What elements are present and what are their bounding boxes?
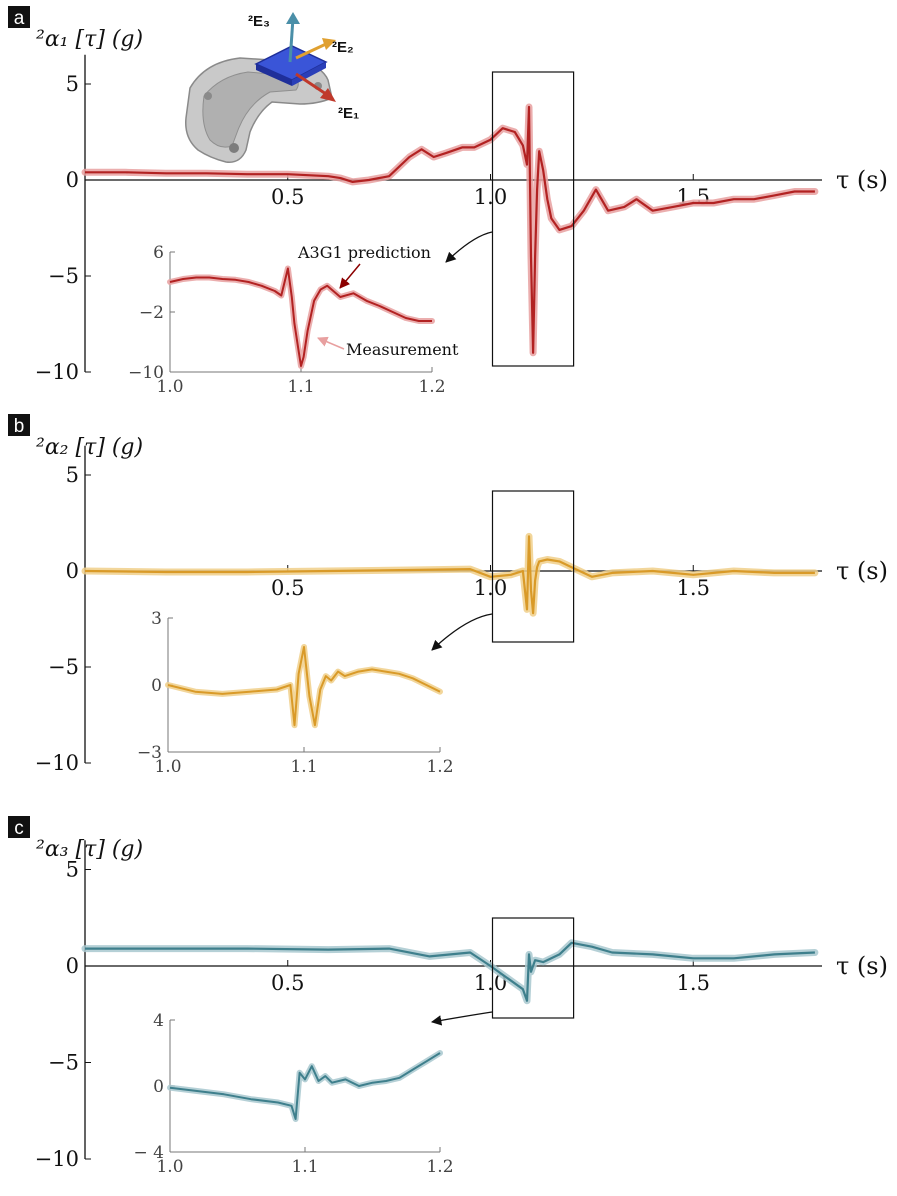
inset-y-tick-label: −2	[139, 303, 164, 323]
panel-letter-box	[8, 816, 30, 838]
y-axis-label: ²α₃ [τ] (g)	[36, 837, 143, 862]
inset-prediction-series	[167, 646, 441, 727]
panel-letter-box	[8, 6, 30, 28]
y-axis-label: ²α₂ [τ] (g)	[36, 435, 143, 460]
sensor-board-side	[292, 62, 326, 86]
y-tick-label: −5	[48, 264, 79, 288]
inset-x-tick-label: 1.2	[426, 1157, 453, 1177]
panel-letter: a	[14, 8, 25, 29]
inset-x-tick-label: 1.2	[418, 377, 445, 397]
prediction-series	[85, 941, 815, 1002]
mouthguard-hole	[204, 92, 212, 100]
x-tick-label: 1.0	[474, 185, 507, 209]
prediction-annotation-arrow	[339, 263, 361, 289]
vector-e1-label: ²E₁	[338, 105, 359, 122]
inset-y-tick-label: 0	[153, 1077, 164, 1097]
inset-y-tick-label: 3	[151, 609, 162, 629]
vector-e2-arrow	[295, 42, 327, 60]
y-axis-label: ²α₁ [τ] (g)	[36, 27, 143, 52]
zoom-box	[491, 71, 575, 367]
zoom-arrow	[431, 613, 493, 651]
inset-y-tick-label: 4	[153, 1011, 164, 1031]
vector-e1-arrow	[295, 72, 327, 96]
y-tick-label: −10	[35, 751, 79, 775]
vector-e3-arrowhead	[286, 12, 300, 24]
y-tick-label: 5	[66, 72, 79, 96]
measurement-series	[81, 532, 819, 617]
vector-e2-label: ²E₂	[332, 39, 354, 56]
panel-letter: b	[14, 416, 25, 437]
y-tick-label: 5	[66, 858, 79, 882]
zoom-box	[491, 917, 575, 1019]
mouthguard-inner	[202, 71, 299, 148]
prediction-series	[84, 535, 815, 615]
inset-prediction-series	[169, 1052, 441, 1120]
inset-y-tick-label: 6	[153, 243, 164, 263]
prediction-series	[85, 105, 815, 354]
zoom-arrow	[430, 1011, 493, 1026]
x-tick-label: 1.5	[677, 576, 710, 600]
inset-x-tick-label: 1.1	[290, 757, 317, 777]
inset-annotations: A3G1 prediction Measurement	[297, 243, 459, 359]
inset-x-tick-label: 1.1	[291, 1157, 318, 1177]
inset-y-tick-label: − 4	[134, 1143, 164, 1163]
panel-letter-box	[8, 414, 30, 436]
zoom-box	[491, 490, 575, 643]
y-tick-label: −10	[35, 360, 79, 384]
y-tick-label: 5	[66, 463, 79, 487]
y-tick-label: 0	[66, 168, 79, 192]
x-tick-label: 1.5	[677, 971, 710, 995]
inset-measurement-series	[165, 644, 443, 729]
vector-e3-label: ²E₃	[248, 13, 270, 30]
x-tick-label: 0.5	[271, 576, 304, 600]
panel-letter: c	[14, 818, 24, 839]
y-tick-label: −5	[48, 1051, 79, 1075]
sensor-device-illustration: ²E₃ ²E₂ ²E₁	[185, 12, 359, 163]
inset-y-tick-label: −10	[128, 363, 164, 383]
y-tick-label: 0	[66, 559, 79, 583]
mouthguard-hole	[229, 143, 239, 153]
prediction-annotation: A3G1 prediction	[297, 243, 431, 262]
inset-y-tick-label: 0	[151, 676, 162, 696]
x-tick-label: 0.5	[271, 971, 304, 995]
inset-x-tick-label: 1.0	[156, 377, 183, 397]
inset-x-tick-label: 1.0	[156, 1157, 183, 1177]
vector-e2-arrowhead	[322, 38, 336, 50]
zoom-arrow	[445, 231, 493, 263]
measurement-annotation: Measurement	[346, 340, 459, 359]
x-tick-label: 0.5	[271, 185, 304, 209]
inset-x-tick-label: 1.0	[154, 757, 181, 777]
measurement-annotation-arrow	[317, 336, 345, 350]
panel-c: c ²α₃ [τ] (g) τ (s) 5 0 −5 −10 0.5 1.0 1.5 4 0 − 4 1.…	[8, 816, 888, 1177]
inset-x-tick-label: 1.1	[287, 377, 314, 397]
y-tick-label: −10	[35, 1147, 79, 1171]
x-axis-label: τ (s)	[836, 557, 888, 585]
inset-y-tick-label: −3	[137, 743, 162, 763]
vector-e1-arrowhead	[320, 88, 336, 102]
inset-x-tick-label: 1.2	[426, 757, 453, 777]
inset-prediction-series	[169, 267, 432, 367]
vector-e3-arrow	[288, 17, 295, 63]
y-tick-label: −5	[48, 655, 79, 679]
x-axis-label: τ (s)	[836, 166, 888, 194]
x-axis-label: τ (s)	[836, 952, 888, 980]
y-tick-label: 0	[66, 954, 79, 978]
inset-measurement-series	[167, 1050, 443, 1122]
sensor-board-side	[256, 64, 292, 86]
